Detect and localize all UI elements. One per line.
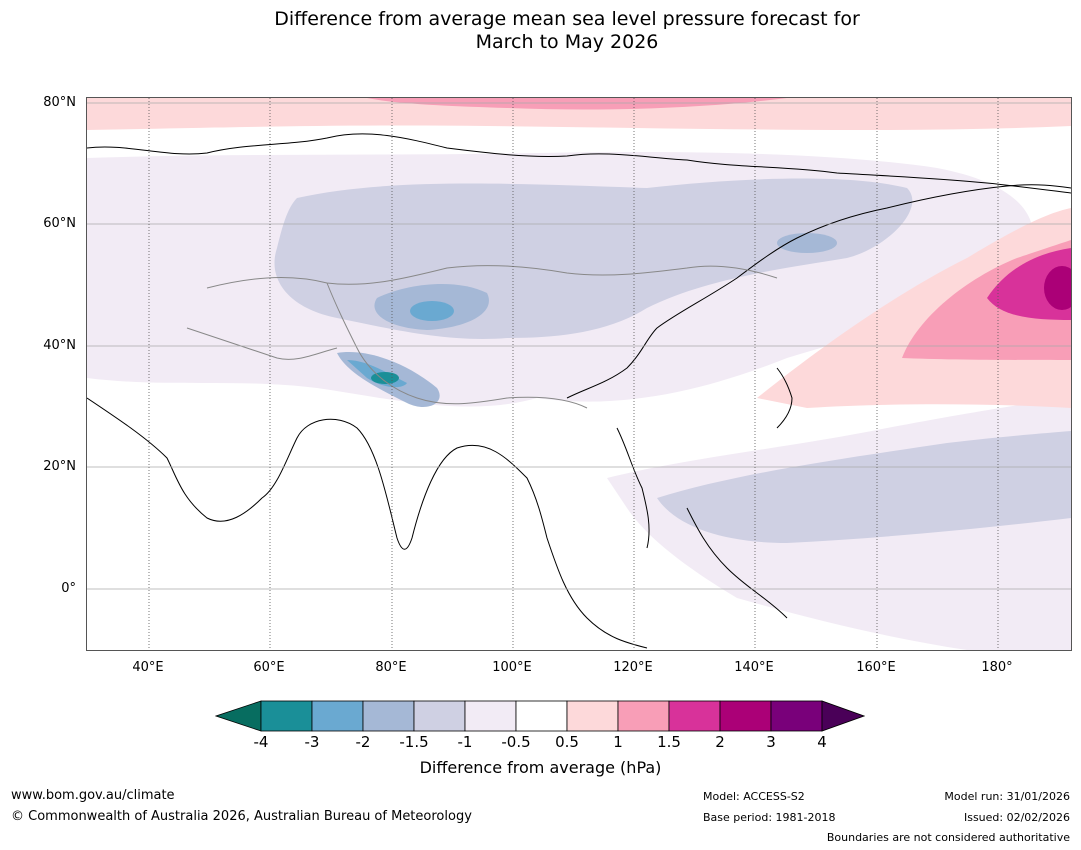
latitude-gridlines bbox=[87, 102, 1071, 590]
lon-label-100e: 100°E bbox=[492, 660, 532, 675]
lon-label-80e: 80°E bbox=[375, 660, 407, 675]
colorbar-segment bbox=[464, 700, 517, 732]
colorbar-tick-label: 1 bbox=[613, 733, 623, 751]
contour-tibet-strong-negative bbox=[371, 372, 399, 384]
contour-nw-pacific-max-positive bbox=[1044, 266, 1071, 310]
colorbar-tick-label: 0.5 bbox=[555, 733, 579, 751]
contour-arctic-positive-strong bbox=[367, 98, 787, 110]
lat-label-60n: 60°N bbox=[43, 216, 76, 231]
model-name: Model: ACCESS-S2 bbox=[703, 790, 805, 803]
colorbar-segment bbox=[770, 700, 823, 732]
title-line-2: March to May 2026 bbox=[475, 31, 659, 53]
contour-arctic-positive bbox=[87, 98, 1071, 131]
lon-label-140e: 140°E bbox=[734, 660, 774, 675]
lat-label-80n: 80°N bbox=[43, 95, 76, 110]
colorbar-segment bbox=[413, 700, 466, 732]
lon-label-120e: 120°E bbox=[613, 660, 653, 675]
colorbar-tick-label: -0.5 bbox=[501, 733, 531, 751]
colorbar-tick-label: -1.5 bbox=[399, 733, 429, 751]
map-title: Difference from average mean sea level p… bbox=[0, 8, 1081, 54]
colorbar-tick-label: 2 bbox=[715, 733, 725, 751]
colorbar-segment bbox=[719, 700, 772, 732]
lon-label-160e: 160°E bbox=[856, 660, 896, 675]
colorbar-tick-label: 4 bbox=[817, 733, 827, 751]
website-link[interactable]: www.bom.gov.au/climate bbox=[11, 788, 175, 803]
colorbar-extend-high bbox=[821, 700, 865, 732]
colorbar-tick-label: -3 bbox=[304, 733, 320, 751]
colorbar-segment bbox=[668, 700, 721, 732]
pressure-anomaly-map bbox=[87, 98, 1071, 650]
colorbar-tick-label: -1 bbox=[457, 733, 473, 751]
boundaries-disclaimer: Boundaries are not considered authoritat… bbox=[826, 831, 1070, 844]
colorbar-segment bbox=[260, 700, 313, 732]
colorbar-tick-label: 3 bbox=[766, 733, 776, 751]
base-period: Base period: 1981-2018 bbox=[703, 811, 836, 824]
colorbar-extend-low bbox=[215, 700, 262, 732]
colorbar-segment bbox=[362, 700, 415, 732]
colorbar-tick-label: -2 bbox=[355, 733, 371, 751]
colorbar-segment bbox=[515, 700, 568, 732]
lon-label-180: 180° bbox=[981, 660, 1013, 675]
colorbar-segment bbox=[617, 700, 670, 732]
contour-tarim-negative bbox=[410, 301, 454, 321]
lat-label-40n: 40°N bbox=[43, 338, 76, 353]
lon-label-60e: 60°E bbox=[253, 660, 285, 675]
map-panel bbox=[86, 97, 1072, 651]
model-run-date: Model run: 31/01/2026 bbox=[944, 790, 1070, 803]
lon-label-40e: 40°E bbox=[132, 660, 164, 675]
contour-east-siberia-negative bbox=[777, 233, 837, 253]
contour-pacific-negative bbox=[657, 431, 1071, 543]
colorbar bbox=[215, 700, 865, 732]
colorbar-label: Difference from average (hPa) bbox=[419, 758, 662, 777]
longitude-gridlines bbox=[148, 98, 999, 650]
colorbar-segment bbox=[311, 700, 364, 732]
copyright-notice: © Commonwealth of Australia 2026, Austra… bbox=[11, 809, 472, 824]
colorbar-tick-label: -4 bbox=[253, 733, 269, 751]
colorbar-tick-label: 1.5 bbox=[657, 733, 681, 751]
colorbar-segment bbox=[566, 700, 619, 732]
lat-label-0: 0° bbox=[61, 581, 76, 596]
country-boundaries bbox=[186, 265, 778, 409]
title-line-1: Difference from average mean sea level p… bbox=[274, 8, 860, 30]
lat-label-20n: 20°N bbox=[43, 459, 76, 474]
issued-date: Issued: 02/02/2026 bbox=[963, 811, 1070, 824]
